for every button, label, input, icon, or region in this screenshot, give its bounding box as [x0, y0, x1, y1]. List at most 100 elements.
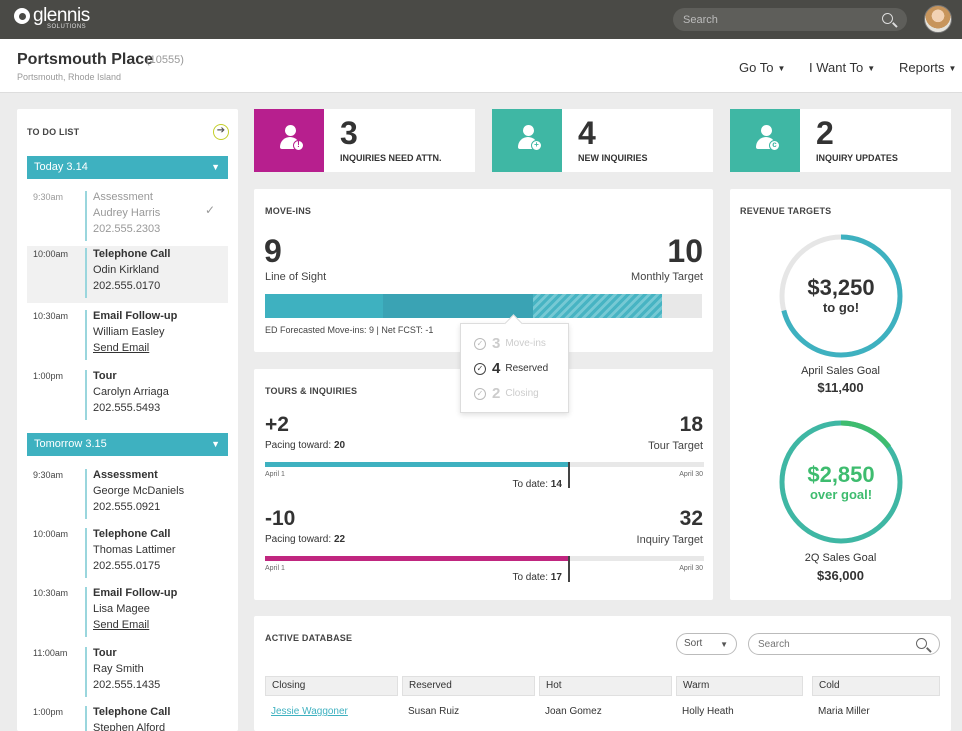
april-goal-ring [779, 234, 903, 358]
tile-inquiry-updates[interactable]: c 2 INQUIRY UPDATES [730, 109, 951, 172]
database-search-input[interactable] [758, 637, 908, 651]
task-item[interactable]: 1:00pm Tour Carolyn Arriaga 202.555.5493 [27, 368, 228, 423]
inquiry-target-value: 32 [679, 507, 703, 530]
task-time: 1:00pm [33, 707, 64, 717]
database-title: ACTIVE DATABASE [265, 633, 353, 643]
database-search[interactable] [748, 633, 940, 655]
tour-delta: +2 [265, 413, 289, 436]
send-email-link[interactable]: Send Email [93, 342, 150, 354]
tile-value: 3 [340, 115, 358, 151]
task-phone: 202.555.0921 [93, 501, 161, 513]
task-contact: Ray Smith [93, 663, 144, 675]
check-icon[interactable]: ✓ [205, 203, 216, 217]
monthly-target-value: 10 [667, 233, 703, 269]
tile-label: NEW INQUIRIES [578, 153, 648, 163]
global-search-input[interactable] [683, 12, 873, 27]
app-logo[interactable]: glennis SOLUTIONS [14, 6, 90, 30]
chevron-down-icon: ▼ [211, 162, 220, 172]
popover-row-move-ins[interactable]: ✓ 3 Move-ins [474, 335, 546, 352]
popover-row-closing[interactable]: ✓ 2 Closing [474, 385, 539, 402]
column-header-cold[interactable]: Cold [812, 676, 940, 696]
nav-go-to[interactable]: Go To ▼ [739, 60, 785, 75]
todo-title: TO DO LIST [27, 127, 80, 137]
hot-contact[interactable]: Joan Gomez [545, 706, 602, 717]
pacing-label: Pacing toward: [265, 534, 334, 545]
to-date-label: To date: [512, 479, 551, 490]
warm-contact[interactable]: Holly Heath [682, 706, 734, 717]
tour-end-label: April 30 [679, 471, 703, 478]
task-item[interactable]: 9:30am Assessment George McDaniels 202.5… [27, 467, 228, 522]
task-type: Tour [93, 647, 117, 659]
ring-progress [779, 234, 903, 358]
column-header-hot[interactable]: Hot [539, 676, 672, 696]
task-item[interactable]: 10:00am Telephone Call Thomas Lattimer 2… [27, 526, 228, 581]
move-ins-progress-bar[interactable] [265, 294, 702, 318]
task-type: Assessment [93, 191, 153, 203]
task-phone: 202.555.1435 [93, 679, 161, 691]
page-header: Portsmouth Place (10555) Portsmouth, Rho… [0, 39, 962, 93]
task-item[interactable]: 11:00am Tour Ray Smith 202.555.1435 [27, 645, 228, 700]
arrow-right-icon[interactable]: ➔ [213, 124, 229, 140]
monthly-target-label: Monthly Target [631, 271, 703, 283]
task-divider [85, 248, 87, 298]
task-type: Email Follow-up [93, 587, 178, 599]
closing-contact-link[interactable]: Jessie Waggoner [271, 706, 348, 717]
task-divider [85, 370, 87, 420]
progress-forecast [533, 294, 663, 318]
pacing-label: Pacing toward: [265, 440, 334, 451]
column-header-reserved[interactable]: Reserved [402, 676, 535, 696]
april-goal-amount: $11,400 [817, 380, 864, 395]
task-item[interactable]: 1:00pm Telephone Call Stephen Alford [27, 704, 228, 731]
inquiry-pacing: Pacing toward: 22 [265, 534, 345, 545]
task-time: 10:00am [33, 529, 69, 539]
inquiry-to-date: To date: 17 [512, 572, 561, 583]
column-header-closing[interactable]: Closing [265, 676, 398, 696]
column-header-warm[interactable]: Warm [676, 676, 803, 696]
task-divider [85, 587, 87, 637]
task-type: Tour [93, 370, 117, 382]
inquiry-target-label: Inquiry Target [636, 534, 703, 546]
task-time: 10:00am [33, 249, 69, 259]
tour-progress-bar [265, 462, 704, 467]
tours-title: TOURS & INQUIRIES [265, 386, 358, 396]
check-circle-icon: ✓ [474, 387, 486, 400]
task-divider [85, 528, 87, 578]
nav-reports-label: Reports [899, 60, 945, 75]
task-item[interactable]: 10:30am Email Follow-up William Easley S… [27, 308, 228, 363]
to-date-value: 17 [550, 572, 562, 583]
day-header-tomorrow[interactable]: Tomorrow 3.15 ▼ [27, 433, 228, 456]
task-contact: George McDaniels [93, 485, 185, 497]
popover-label: Move-ins [505, 338, 546, 349]
to-date-value: 14 [550, 479, 562, 490]
tile-inquiries-need-attention[interactable]: ! 3 INQUIRIES NEED ATTN. [254, 109, 475, 172]
tile-new-inquiries[interactable]: + 4 NEW INQUIRIES [492, 109, 713, 172]
search-icon[interactable] [916, 638, 927, 649]
user-avatar[interactable] [924, 5, 952, 33]
property-id: (10555) [146, 54, 184, 66]
tour-pacing: Pacing toward: 20 [265, 440, 345, 451]
task-divider [85, 647, 87, 697]
nav-go-to-label: Go To [739, 60, 774, 75]
task-type: Telephone Call [93, 528, 171, 540]
popover-row-reserved[interactable]: ✓ 4 Reserved [474, 360, 548, 377]
logo-icon [14, 8, 30, 24]
search-icon[interactable] [882, 13, 893, 24]
global-search[interactable] [673, 8, 907, 31]
task-type: Telephone Call [93, 706, 171, 718]
chevron-down-icon: ▼ [867, 64, 876, 73]
inquiry-progress-bar [265, 556, 704, 561]
tile-value: 2 [816, 115, 834, 151]
tour-target-label: Tour Target [648, 440, 703, 452]
sort-dropdown[interactable]: Sort ▼ [676, 633, 737, 655]
nav-reports[interactable]: Reports ▼ [899, 60, 956, 75]
tile-label: INQUIRIES NEED ATTN. [340, 153, 442, 163]
day-header-today[interactable]: Today 3.14 ▼ [27, 156, 228, 179]
task-item[interactable]: 10:30am Email Follow-up Lisa Magee Send … [27, 585, 228, 640]
task-item[interactable]: 10:00am Telephone Call Odin Kirkland 202… [27, 246, 228, 303]
nav-i-want-to[interactable]: I Want To ▼ [809, 60, 875, 75]
tile-icon-bg: + [492, 109, 562, 172]
task-item[interactable]: 9:30am Assessment Audrey Harris 202.555.… [27, 189, 228, 244]
cold-contact[interactable]: Maria Miller [818, 706, 870, 717]
reserved-contact[interactable]: Susan Ruiz [408, 706, 460, 717]
send-email-link[interactable]: Send Email [93, 619, 150, 631]
